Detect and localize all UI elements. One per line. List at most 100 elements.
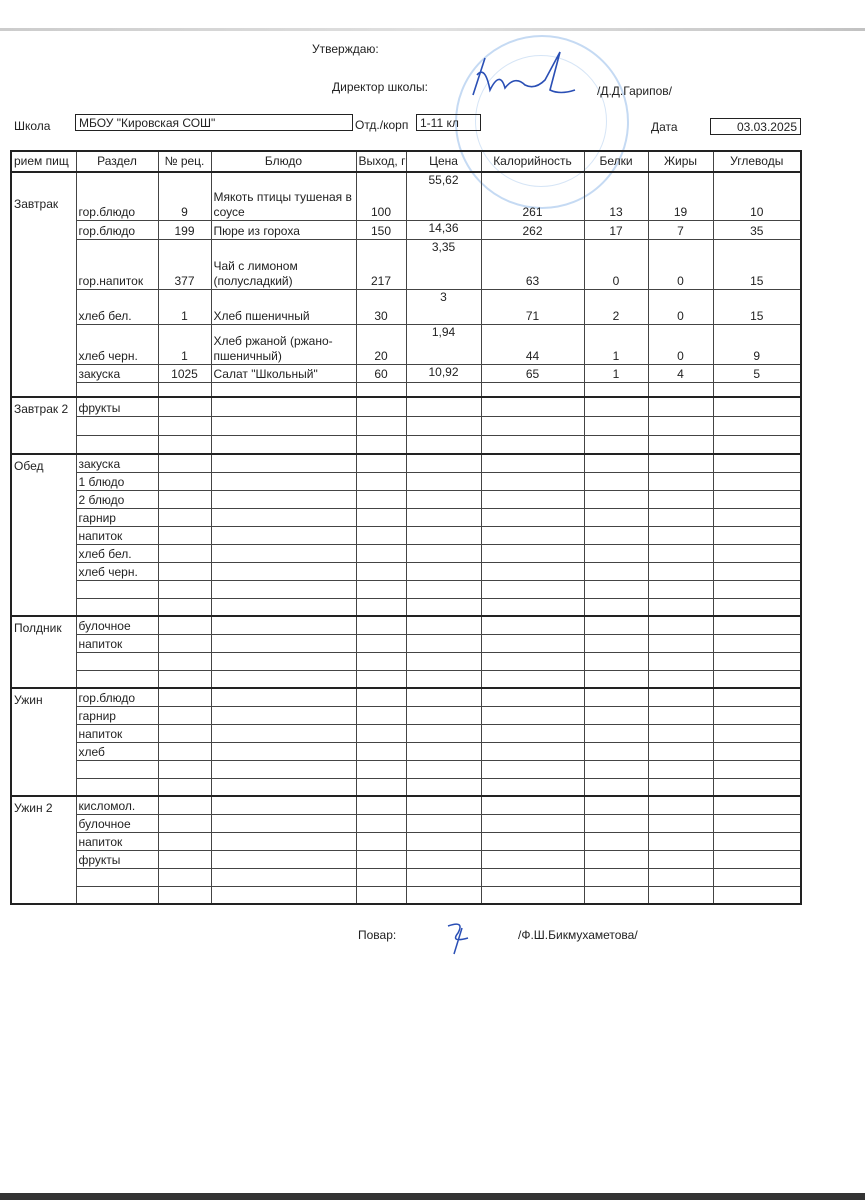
- fat-cell: [647, 525, 714, 545]
- table-row: Ужин гор.блюдо: [10, 687, 802, 797]
- calories-cell: [480, 579, 585, 599]
- price-cell: [405, 633, 482, 653]
- calories-cell: [480, 687, 585, 707]
- fat-cell: 19: [647, 171, 714, 221]
- output-cell: [355, 525, 407, 545]
- table-row: Завтрак 2 фрукты: [10, 396, 802, 455]
- protein-cell: [583, 561, 649, 581]
- dish-cell: [210, 381, 357, 398]
- protein-cell: [583, 723, 649, 743]
- price-cell: [405, 831, 482, 851]
- recipe-cell: [157, 651, 212, 671]
- recipe-cell: 1: [157, 288, 212, 325]
- table-row: хлеб бел.: [11, 543, 802, 563]
- calories-cell: [480, 507, 585, 527]
- table-row: [11, 669, 802, 689]
- meal-name: Обед: [10, 453, 77, 617]
- column-header: № рец.: [157, 150, 212, 173]
- table-row: закуска 1025 Салат "Школьный" 60 10,92 65 1 4 5: [11, 363, 802, 383]
- protein-cell: [583, 489, 649, 509]
- output-cell: [355, 669, 407, 689]
- carbs-cell: [712, 741, 802, 761]
- protein-cell: [583, 651, 649, 671]
- price-cell: 10,92: [405, 363, 482, 383]
- dish-cell: Чай с лимоном (полусладкий): [210, 238, 357, 290]
- carbs-cell: [712, 759, 802, 779]
- output-cell: [355, 381, 407, 398]
- fat-cell: [647, 543, 714, 563]
- column-header: Выход, г: [355, 150, 407, 173]
- school-field[interactable]: МБОУ "Кировская СОШ": [75, 114, 353, 131]
- carbs-cell: 15: [712, 288, 802, 325]
- dish-cell: [210, 723, 357, 743]
- recipe-cell: [157, 434, 212, 455]
- output-cell: 20: [355, 323, 407, 365]
- carbs-cell: 9: [712, 323, 802, 365]
- protein-cell: [583, 633, 649, 653]
- director-name: /Д.Д.Гарипов/: [597, 84, 673, 98]
- dept-field[interactable]: 1-11 кл: [416, 114, 481, 131]
- section-cell: булочное: [75, 615, 159, 635]
- protein-cell: [583, 525, 649, 545]
- table-row: хлеб черн.: [11, 561, 802, 581]
- dish-cell: Хлеб ржаной (ржано-пшеничный): [210, 323, 357, 365]
- protein-cell: 0: [583, 238, 649, 290]
- calories-cell: [480, 741, 585, 761]
- output-cell: [355, 795, 407, 815]
- calories-cell: [480, 795, 585, 815]
- protein-cell: 1: [583, 323, 649, 365]
- output-cell: [355, 885, 407, 905]
- price-cell: 3,35: [405, 238, 482, 290]
- table-row: хлеб: [11, 741, 802, 761]
- table-row: Завтрак гор.блюдо 9 Мякоть птицы тушеная в …: [10, 171, 802, 398]
- fat-cell: [647, 396, 714, 417]
- price-cell: [405, 669, 482, 689]
- calories-cell: [480, 597, 585, 617]
- section-cell: 2 блюдо: [75, 489, 159, 509]
- column-header: Цена: [405, 150, 482, 173]
- protein-cell: 13: [583, 171, 649, 221]
- section-cell: 1 блюдо: [75, 471, 159, 491]
- date-field[interactable]: 03.03.2025: [710, 118, 801, 135]
- protein-cell: 2: [583, 288, 649, 325]
- recipe-cell: [157, 471, 212, 491]
- fat-cell: [647, 867, 714, 887]
- table-row: [11, 415, 802, 436]
- carbs-cell: [712, 831, 802, 851]
- carbs-cell: [712, 507, 802, 527]
- section-cell: [75, 381, 159, 398]
- section-cell: [75, 867, 159, 887]
- output-cell: [355, 777, 407, 797]
- table-row: хлеб черн. 1 Хлеб ржаной (ржано-пшеничный)…: [11, 323, 802, 365]
- dish-cell: [210, 795, 357, 815]
- calories-cell: [480, 489, 585, 509]
- carbs-cell: [712, 777, 802, 797]
- calories-cell: [480, 867, 585, 887]
- carbs-cell: [712, 489, 802, 509]
- meal-name: Ужин: [10, 687, 77, 797]
- table-row: [11, 381, 802, 398]
- table-row: [11, 759, 802, 779]
- calories-cell: [480, 543, 585, 563]
- dish-cell: [210, 396, 357, 417]
- recipe-cell: 199: [157, 219, 212, 240]
- fat-cell: [647, 434, 714, 455]
- dish-cell: [210, 434, 357, 455]
- output-cell: [355, 453, 407, 473]
- calories-cell: [480, 633, 585, 653]
- menu-table: рием пищ Раздел № рец. Блюдо Выход, г Цена Кал…: [10, 150, 802, 905]
- meal-name: Полдник: [10, 615, 77, 689]
- table-row: 1 блюдо: [11, 471, 802, 491]
- carbs-cell: [712, 849, 802, 869]
- table-row: гарнир: [11, 507, 802, 527]
- fat-cell: [647, 615, 714, 635]
- recipe-cell: [157, 381, 212, 398]
- table-row: хлеб бел. 1 Хлеб пшеничный 30 3 71 2 0 15: [11, 288, 802, 325]
- fat-cell: 0: [647, 238, 714, 290]
- protein-cell: [583, 831, 649, 851]
- output-cell: 217: [355, 238, 407, 290]
- table-row: Полдник булочное: [10, 615, 802, 689]
- fat-cell: 4: [647, 363, 714, 383]
- fat-cell: [647, 849, 714, 869]
- calories-cell: [480, 471, 585, 491]
